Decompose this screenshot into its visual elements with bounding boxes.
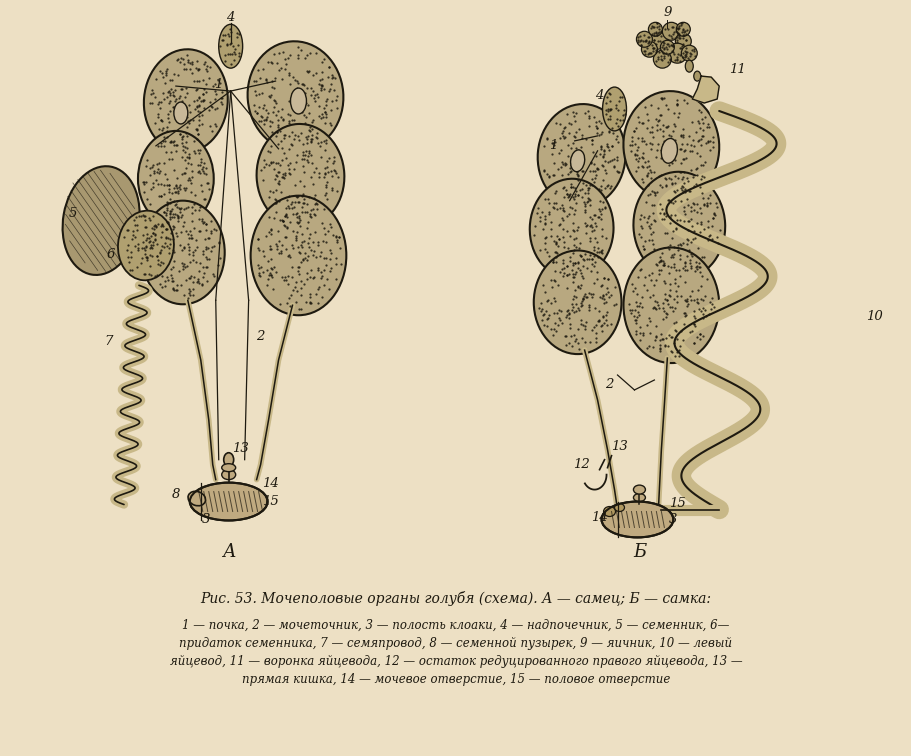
Text: 7: 7: [105, 335, 113, 348]
Text: яйцевод, 11 — воронка яйцевода, 12 — остаток редуцированного правого яйцевода, 1: яйцевод, 11 — воронка яйцевода, 12 — ост…: [169, 655, 742, 668]
Ellipse shape: [174, 102, 188, 124]
Ellipse shape: [661, 23, 680, 40]
Ellipse shape: [676, 23, 690, 36]
Text: 1 — почка, 2 — мочеточник, 3 — полость клоаки, 4 — надпочечник, 5 — семенник, 6—: 1 — почка, 2 — мочеточник, 3 — полость к…: [182, 619, 729, 632]
Ellipse shape: [63, 166, 139, 275]
Ellipse shape: [189, 482, 267, 520]
Text: 12: 12: [573, 457, 589, 471]
Text: 14: 14: [261, 476, 279, 490]
Text: 9: 9: [662, 6, 670, 20]
Text: 13: 13: [610, 440, 627, 453]
Ellipse shape: [223, 453, 233, 466]
Ellipse shape: [633, 485, 645, 494]
Text: 15: 15: [668, 497, 685, 510]
Ellipse shape: [603, 507, 615, 516]
Text: придаток семенника, 7 — семяпровод, 8 — семенной пузырек, 9 — яичник, 10 — левый: придаток семенника, 7 — семяпровод, 8 — …: [179, 637, 732, 650]
Text: 5: 5: [69, 206, 77, 219]
Text: 4: 4: [595, 89, 603, 102]
Text: 4: 4: [226, 11, 235, 24]
Text: 2: 2: [605, 378, 613, 391]
Ellipse shape: [219, 24, 242, 68]
Ellipse shape: [221, 469, 235, 479]
Text: 11: 11: [729, 63, 745, 76]
Ellipse shape: [674, 33, 691, 49]
Ellipse shape: [652, 50, 670, 68]
Text: 6: 6: [107, 249, 115, 262]
Text: 8: 8: [171, 488, 179, 500]
Ellipse shape: [144, 49, 228, 153]
Ellipse shape: [681, 45, 697, 61]
Ellipse shape: [138, 131, 213, 227]
Ellipse shape: [601, 501, 672, 538]
Text: Б: Б: [632, 544, 645, 562]
Ellipse shape: [640, 42, 657, 57]
Ellipse shape: [188, 491, 205, 506]
Text: 2: 2: [256, 330, 264, 343]
Ellipse shape: [247, 42, 343, 150]
Text: А: А: [221, 544, 235, 562]
Text: Рис. 53. Мочеполовые органы голубя (схема). А — самец; Б — самка:: Рис. 53. Мочеполовые органы голубя (схем…: [200, 591, 711, 606]
Text: 3: 3: [201, 513, 210, 526]
Ellipse shape: [623, 91, 719, 200]
Ellipse shape: [529, 178, 613, 278]
Text: 15: 15: [261, 494, 279, 507]
Text: прямая кишка, 14 — мочевое отверстие, 15 — половое отверстие: прямая кишка, 14 — мочевое отверстие, 15…: [241, 673, 670, 686]
Polygon shape: [691, 76, 719, 103]
Text: 1: 1: [549, 139, 558, 152]
Ellipse shape: [256, 124, 344, 228]
Text: 14: 14: [590, 512, 608, 525]
Ellipse shape: [533, 250, 620, 354]
Ellipse shape: [537, 104, 625, 208]
Text: 13: 13: [232, 442, 249, 454]
Ellipse shape: [570, 150, 584, 172]
Ellipse shape: [291, 88, 306, 114]
Text: 3: 3: [669, 513, 677, 526]
Ellipse shape: [251, 196, 346, 315]
Ellipse shape: [647, 29, 667, 49]
Ellipse shape: [614, 503, 624, 512]
Text: 10: 10: [865, 310, 882, 324]
Ellipse shape: [118, 211, 174, 280]
Ellipse shape: [623, 247, 719, 363]
Ellipse shape: [660, 40, 673, 54]
Ellipse shape: [602, 87, 626, 131]
Ellipse shape: [633, 172, 724, 280]
Ellipse shape: [221, 463, 235, 472]
Ellipse shape: [141, 200, 224, 304]
Ellipse shape: [648, 23, 661, 36]
Ellipse shape: [684, 60, 692, 72]
Ellipse shape: [633, 494, 645, 501]
Ellipse shape: [636, 31, 651, 47]
Ellipse shape: [693, 71, 700, 81]
Ellipse shape: [667, 43, 687, 64]
Ellipse shape: [660, 138, 677, 163]
Text: 1: 1: [214, 78, 222, 91]
